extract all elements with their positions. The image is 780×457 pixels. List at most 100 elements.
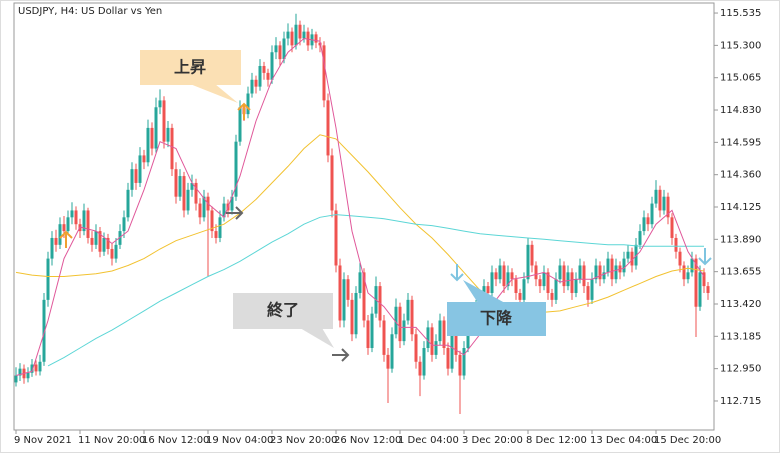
candle-body bbox=[422, 348, 426, 376]
candle-body bbox=[642, 217, 646, 232]
x-tick-label: 15 Dec 20:00 bbox=[654, 435, 721, 446]
candle-body bbox=[270, 52, 274, 80]
candle-body bbox=[238, 107, 242, 142]
candle-body bbox=[450, 334, 454, 369]
candle-body bbox=[106, 237, 110, 249]
candle-body bbox=[274, 45, 278, 53]
candle-body bbox=[646, 217, 650, 225]
candle-body bbox=[290, 31, 294, 46]
candle-body bbox=[318, 42, 322, 46]
candle-body bbox=[190, 182, 194, 190]
candle-body bbox=[218, 217, 222, 238]
y-tick-label: 115.300 bbox=[720, 40, 761, 51]
candle-body bbox=[578, 265, 582, 280]
candle-body bbox=[694, 258, 698, 307]
candle-body bbox=[410, 299, 414, 335]
candle-body bbox=[34, 364, 38, 372]
candle-body bbox=[638, 231, 642, 245]
candle-body bbox=[614, 265, 618, 280]
candle-body bbox=[26, 372, 30, 379]
plot bbox=[14, 13, 710, 415]
candle-body bbox=[70, 210, 74, 218]
candle-body bbox=[690, 258, 694, 273]
candle-body bbox=[446, 348, 450, 369]
candle-body bbox=[658, 189, 662, 211]
candle-body bbox=[30, 364, 34, 373]
candle-body bbox=[674, 237, 678, 252]
candle-body bbox=[62, 224, 66, 232]
callout-label: 上昇 bbox=[174, 58, 206, 77]
candle-body bbox=[214, 231, 218, 238]
candle-body bbox=[114, 244, 118, 259]
candle-body bbox=[278, 45, 282, 60]
candle-body bbox=[142, 155, 146, 163]
candle-body bbox=[350, 299, 354, 335]
candle-body bbox=[330, 155, 334, 211]
candle-body bbox=[286, 31, 290, 39]
x-tick-label: 26 Nov 12:00 bbox=[334, 435, 401, 446]
candle-body bbox=[50, 237, 54, 259]
candle-body bbox=[606, 258, 610, 273]
candle-body bbox=[126, 189, 130, 218]
candle-body bbox=[698, 272, 702, 307]
candle-body bbox=[702, 272, 706, 287]
candle-body bbox=[398, 306, 402, 342]
candle-body bbox=[626, 251, 630, 259]
candle-body bbox=[678, 251, 682, 266]
candle-body bbox=[546, 272, 550, 293]
candle-body bbox=[382, 320, 386, 355]
candle-body bbox=[406, 299, 410, 321]
y-tick-label: 112.715 bbox=[720, 396, 761, 407]
x-tick-label: 19 Nov 04:00 bbox=[206, 435, 273, 446]
candle-body bbox=[506, 272, 510, 287]
y-tick-label: 113.890 bbox=[720, 234, 761, 245]
candle-body bbox=[542, 272, 546, 287]
candle-body bbox=[326, 100, 330, 156]
candle-body bbox=[558, 265, 562, 280]
candle-body bbox=[266, 72, 270, 80]
candle-body bbox=[522, 279, 526, 300]
candle-body bbox=[158, 100, 162, 108]
candle-body bbox=[262, 66, 266, 73]
candle-body bbox=[130, 169, 134, 190]
candle-body bbox=[94, 231, 98, 245]
candle-body bbox=[174, 169, 178, 197]
candle-body bbox=[554, 279, 558, 300]
candle-body bbox=[654, 189, 658, 204]
candle-body bbox=[602, 272, 606, 280]
candle-body bbox=[162, 100, 166, 142]
candle-body bbox=[414, 334, 418, 362]
candle-body bbox=[82, 210, 86, 232]
plot-border bbox=[13, 2, 715, 431]
candle-body bbox=[650, 203, 654, 225]
candle-body bbox=[342, 279, 346, 321]
candle-body bbox=[570, 272, 574, 293]
x-tick-label: 8 Dec 12:00 bbox=[526, 435, 587, 446]
candle-body bbox=[250, 79, 254, 94]
candle-body bbox=[154, 107, 158, 149]
candle-body bbox=[122, 217, 126, 232]
x-tick-label: 16 Nov 12:00 bbox=[142, 435, 209, 446]
x-tick-label: 3 Dec 20:00 bbox=[462, 435, 523, 446]
candle-body bbox=[18, 368, 22, 376]
callout-label: 下降 bbox=[480, 309, 513, 328]
candle-body bbox=[370, 313, 374, 349]
candle-body bbox=[186, 189, 190, 211]
candle-body bbox=[582, 265, 586, 287]
candle-body bbox=[494, 272, 498, 280]
y-tick-label: 113.655 bbox=[720, 267, 761, 278]
candle-body bbox=[338, 265, 342, 321]
candle-body bbox=[258, 66, 262, 87]
candle-body bbox=[110, 248, 114, 259]
candle-body bbox=[682, 265, 686, 280]
candle-body bbox=[102, 237, 106, 252]
candle-body bbox=[306, 31, 310, 46]
y-tick-label: 114.595 bbox=[720, 137, 761, 148]
candle-body bbox=[386, 354, 390, 369]
x-tick-label: 9 Nov 2021 bbox=[14, 435, 72, 446]
candle-body bbox=[334, 210, 338, 266]
candle-body bbox=[538, 279, 542, 287]
candle-body bbox=[74, 210, 78, 225]
